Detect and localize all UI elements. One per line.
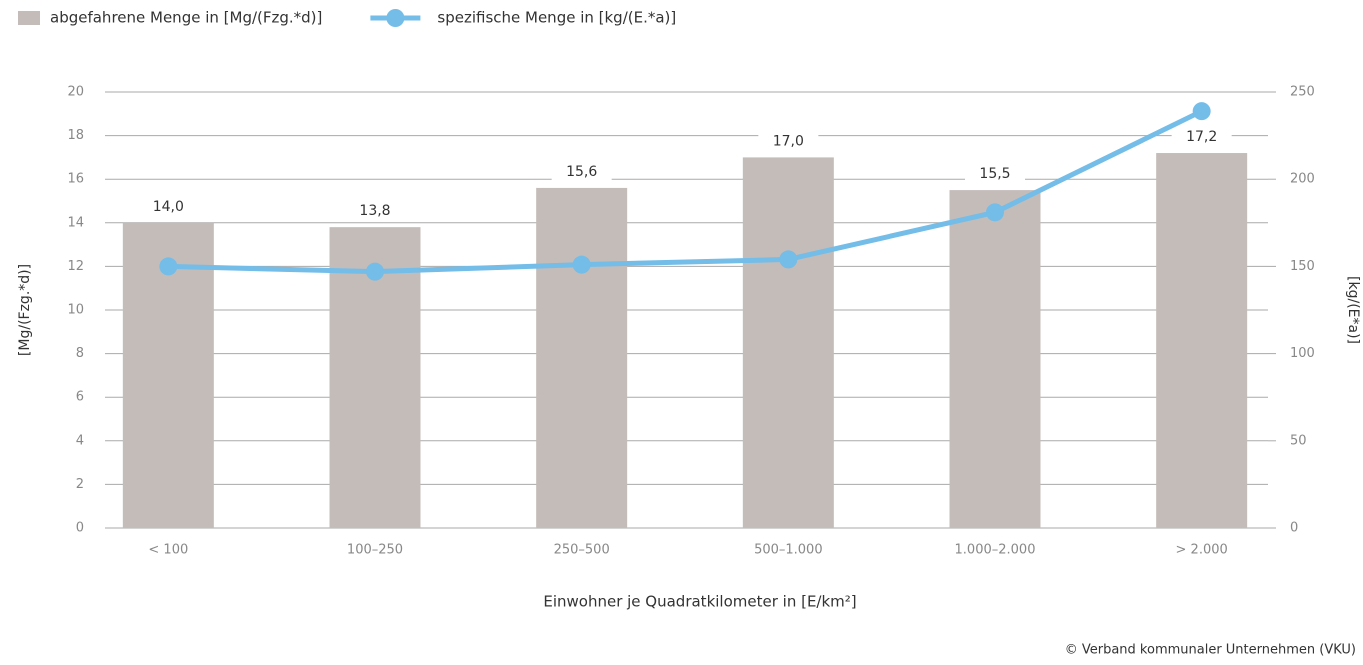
- y2-tick-label: 250: [1290, 85, 1315, 100]
- bar: [1156, 153, 1248, 529]
- data-label: 15,6: [566, 164, 597, 180]
- x-tick-label: 500–1.000: [754, 543, 823, 558]
- y-tick-label: 6: [76, 390, 84, 405]
- data-label: 13,8: [359, 203, 390, 219]
- x-tick-label: 250–500: [554, 543, 610, 558]
- x-axis-label: Einwohner je Quadratkilometer in [E/km²]: [543, 593, 856, 611]
- source: © Verband kommunaler Unternehmen (VKU): [1065, 643, 1356, 658]
- legend-label: abgefahrene Menge in [Mg/(Fzg.*d)]: [50, 9, 322, 27]
- y-tick-label: 8: [76, 346, 84, 361]
- x-tick-label: > 2.000: [1176, 543, 1228, 558]
- label-bg: [965, 162, 1025, 185]
- label-bg: [345, 199, 405, 222]
- point: [779, 250, 798, 269]
- y-tick-label: 14: [67, 215, 84, 230]
- y2-tick-label: 100: [1290, 346, 1315, 361]
- label-bg: [1171, 125, 1232, 148]
- label-bg: [551, 159, 612, 182]
- point: [159, 257, 178, 276]
- y-tick-label: 16: [67, 172, 84, 187]
- y-axis-label: [Mg/(Fzg.*d)]: [17, 264, 33, 356]
- label-bg: [138, 194, 199, 217]
- y-tick-label: 20: [67, 85, 84, 100]
- point: [366, 262, 384, 281]
- y-tick-label: 12: [67, 259, 84, 274]
- y-tick-label: 10: [67, 303, 84, 318]
- legend-swatch: [18, 11, 40, 25]
- data-label: 17,0: [773, 133, 804, 149]
- y2-tick-label: 200: [1290, 172, 1315, 187]
- x-tick-label: 100–250: [347, 543, 403, 558]
- y2-axis-label: [kg/(E*a)]: [1345, 276, 1361, 344]
- y-tick-label: 18: [67, 128, 84, 143]
- y2-tick-label: 0: [1290, 521, 1298, 536]
- y-tick-label: 2: [76, 477, 84, 492]
- data-label: 17,2: [1186, 129, 1217, 145]
- legend-label: spezifische Menge in [kg/(E.*a)]: [437, 9, 676, 27]
- x-tick-label: 1.000–2.000: [955, 543, 1036, 558]
- y2-tick-label: 50: [1290, 433, 1307, 448]
- legend-swatch: [386, 9, 405, 27]
- y2-tick-label: 150: [1290, 259, 1315, 274]
- bar: [949, 190, 1041, 528]
- point: [1192, 102, 1211, 121]
- y-tick-label: 4: [76, 433, 84, 448]
- bar: [742, 157, 834, 528]
- data-label: 15,5: [979, 166, 1010, 182]
- label-bg: [758, 129, 819, 152]
- line: [168, 108, 1203, 275]
- data-label: 14,0: [153, 199, 184, 215]
- x-tick-label: < 100: [148, 543, 188, 558]
- bar: [536, 187, 628, 529]
- y-tick-label: 0: [76, 521, 84, 536]
- point: [986, 203, 1004, 222]
- point: [572, 255, 591, 274]
